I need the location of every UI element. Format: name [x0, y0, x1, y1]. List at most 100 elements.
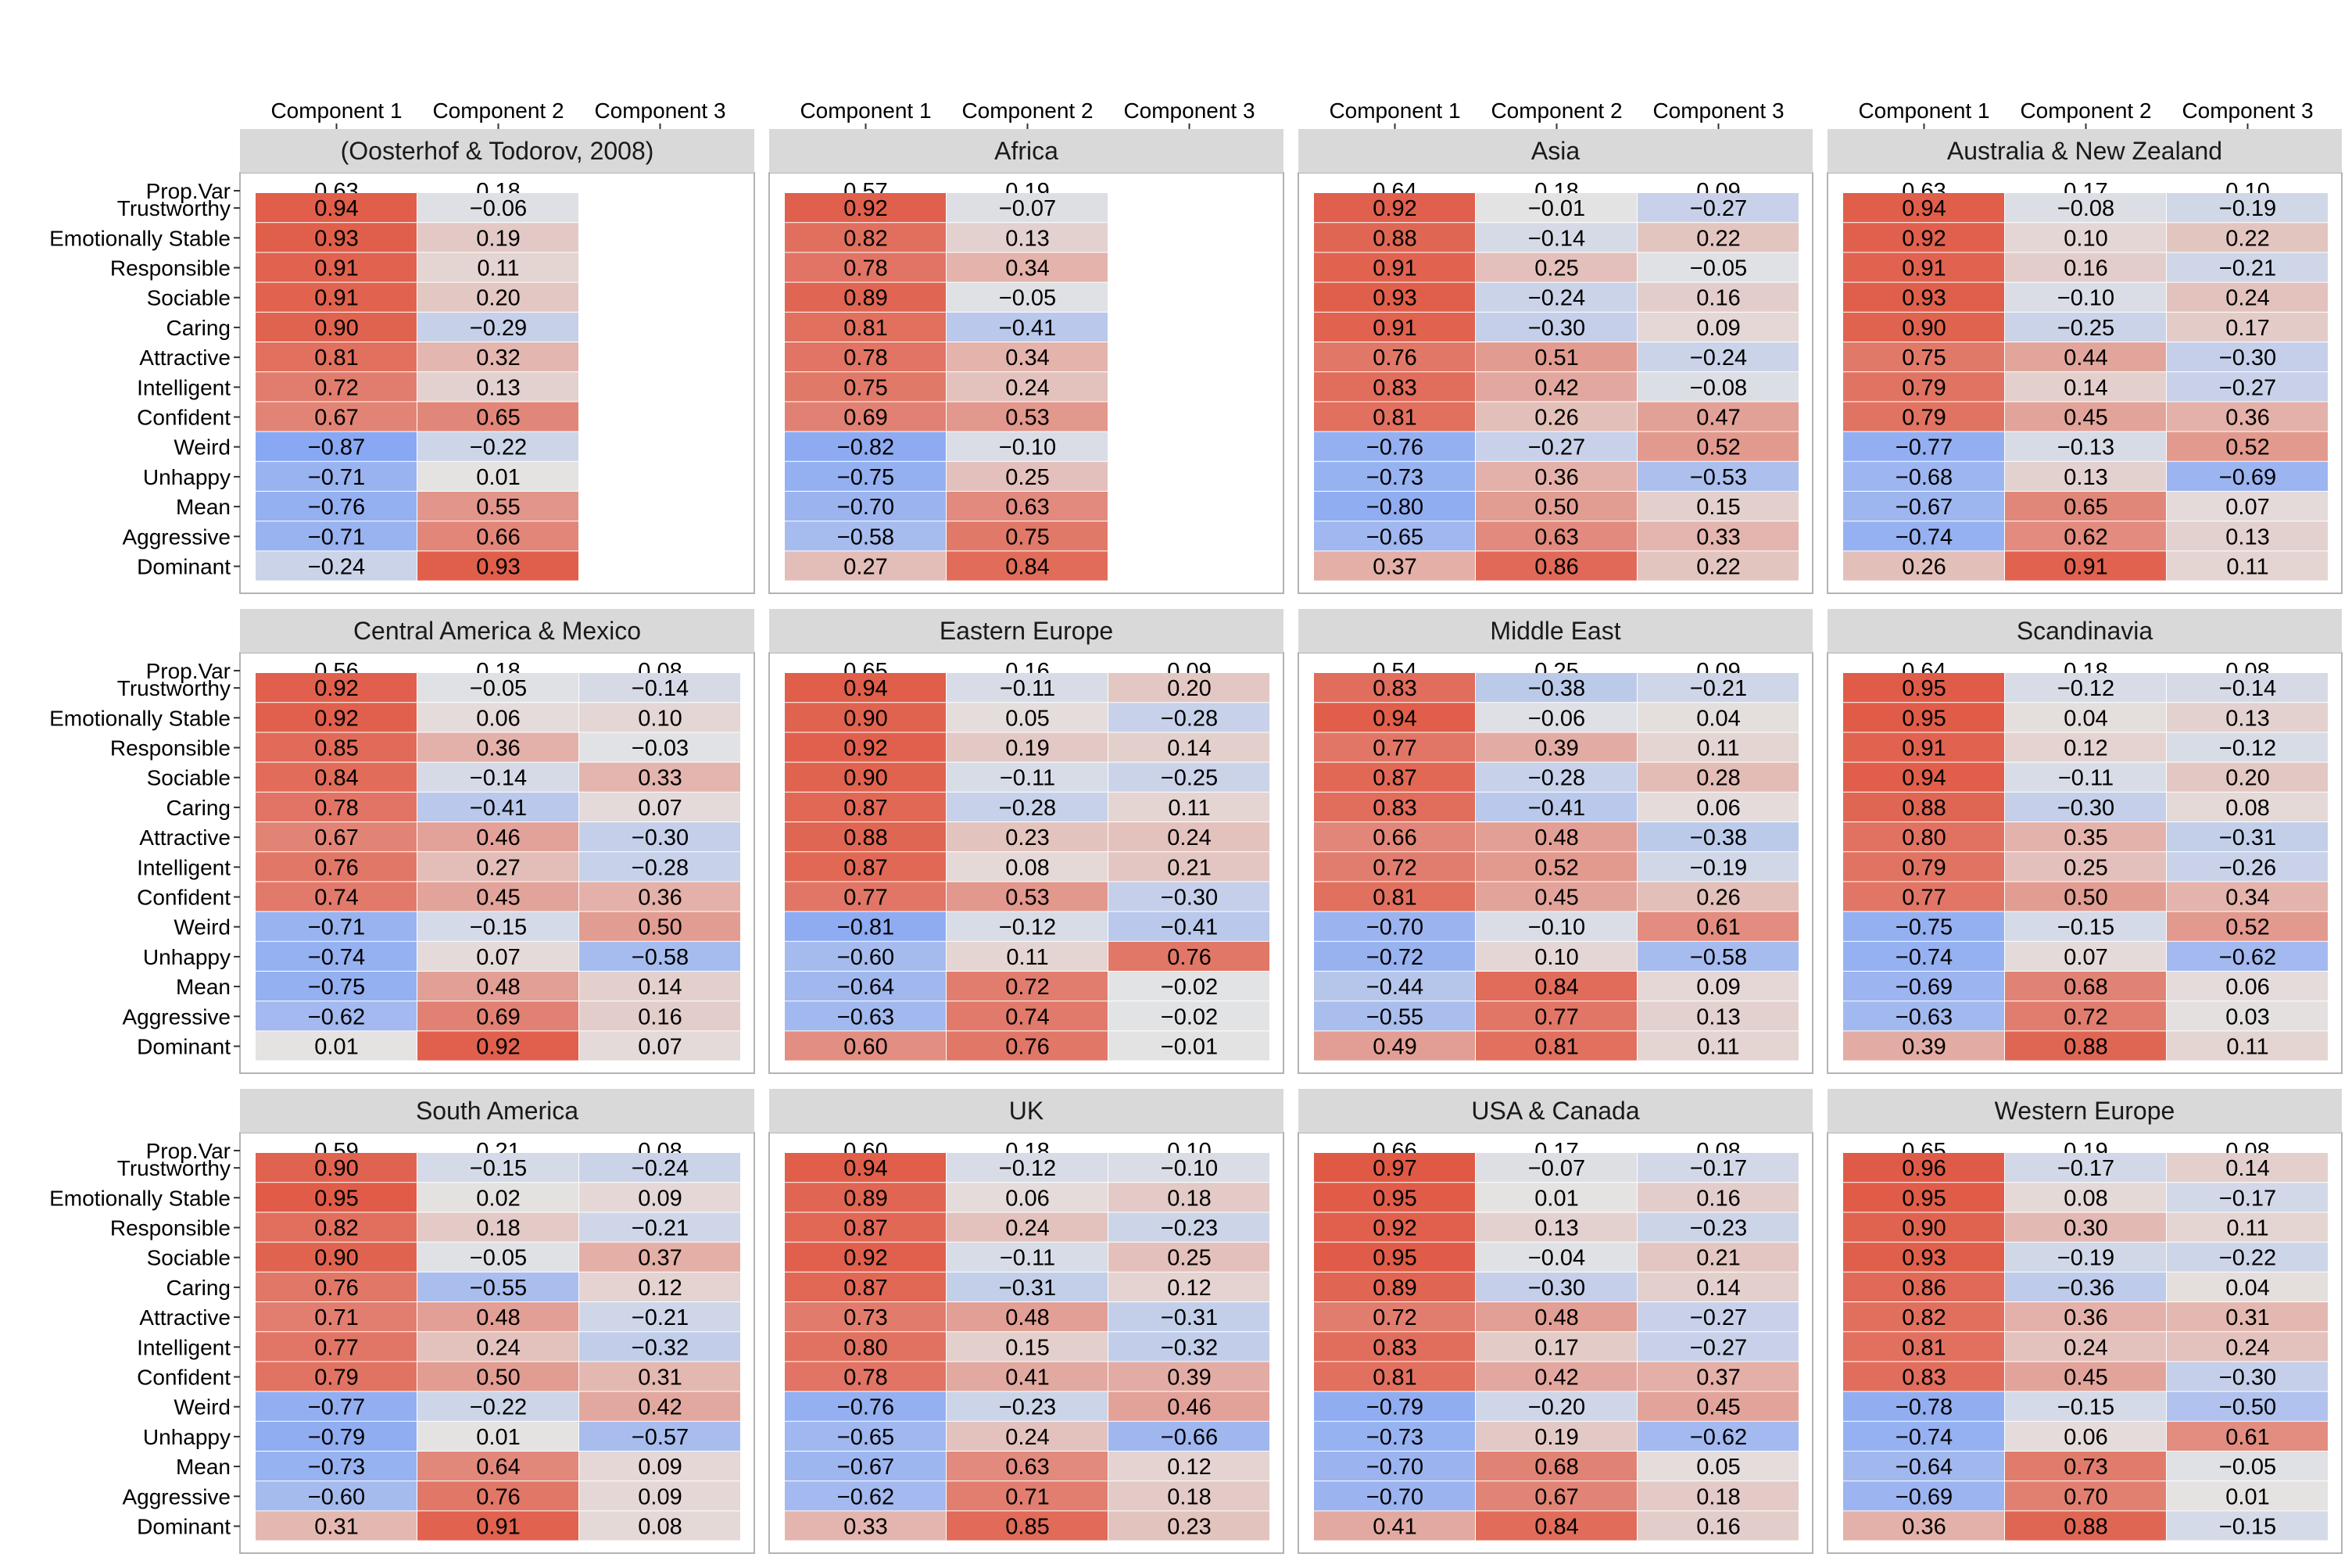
heatmap-cell — [1314, 1272, 1475, 1301]
heatmap-cell — [417, 402, 578, 431]
heatmap-cell — [417, 1511, 578, 1541]
cell-value-label: 0.11 — [1697, 1035, 1739, 1060]
cell-value-label: 0.92 — [843, 736, 887, 761]
heatmap-cell — [947, 223, 1108, 252]
heatmap-cell — [1476, 492, 1637, 521]
cell-value-label: 0.13 — [1696, 1004, 1740, 1029]
cell-value-label: −0.32 — [1161, 1335, 1218, 1360]
row-label: Weird — [174, 915, 231, 940]
cell-value-label: 0.76 — [314, 1276, 358, 1301]
cell-value-label: 0.31 — [314, 1515, 358, 1540]
cell-value-label: 0.31 — [2225, 1305, 2269, 1330]
heatmap-cell — [1476, 1031, 1637, 1061]
cell-value-label: −0.25 — [1161, 766, 1218, 791]
row-label: Responsible — [110, 256, 231, 281]
heatmap-cell — [2167, 1302, 2328, 1332]
facet-strip — [769, 1089, 1283, 1133]
cell-value-label: 0.88 — [843, 825, 887, 850]
cell-value-label: −0.74 — [1896, 945, 1953, 970]
cell-value-label: −0.12 — [2219, 736, 2276, 761]
heatmap-cell — [2167, 223, 2328, 252]
cell-value-label: −0.70 — [837, 495, 894, 520]
row-label: Unhappy — [143, 1425, 231, 1449]
cell-value-label: 0.06 — [476, 706, 520, 731]
heatmap-cell — [785, 312, 946, 342]
heatmap-cell — [579, 1031, 740, 1061]
heatmap-cell — [785, 431, 946, 461]
heatmap-cell — [2167, 911, 2328, 941]
facet-title: (Oosterhof & Todorov, 2008) — [341, 137, 654, 165]
cell-value-label: 0.61 — [1696, 915, 1740, 940]
top-axis: Component 1 Component 2 Component 3 Compone… — [270, 98, 2314, 129]
heatmap-cell — [256, 461, 417, 491]
heatmap-cell — [1843, 1421, 2004, 1451]
cell-value-label: 0.74 — [314, 886, 358, 911]
cell-value-label: −0.12 — [999, 1156, 1056, 1181]
row-label: Attractive — [139, 345, 231, 370]
cell-value-label: 0.32 — [476, 345, 520, 371]
row-label: Emotionally Stable — [49, 226, 231, 250]
heatmap-cell — [1638, 312, 1799, 342]
heatmap-cell — [1638, 461, 1799, 491]
cell-value-label: −0.70 — [1366, 1455, 1423, 1480]
cell-value-label: −0.74 — [1896, 1425, 1953, 1450]
cell-value-label: 0.81 — [1373, 406, 1416, 431]
cell-value-label: 0.07 — [2064, 945, 2107, 970]
heatmap-cell — [947, 703, 1108, 732]
row-label: Emotionally Stable — [49, 1186, 231, 1210]
cell-value-label: 0.45 — [1534, 886, 1578, 911]
cell-value-label: 0.06 — [1696, 796, 1740, 821]
cell-value-label: −0.23 — [999, 1395, 1056, 1420]
heatmap-cell — [2167, 1153, 2328, 1183]
heatmap-cell — [417, 492, 578, 521]
heatmap-cell — [785, 492, 946, 521]
cell-value-label: 0.92 — [314, 676, 358, 701]
component-axis-label: Component 3 — [1652, 98, 1784, 123]
cell-value-label: 0.94 — [1902, 196, 1946, 221]
cell-value-label: 0.92 — [314, 706, 358, 731]
cell-value-label: 0.71 — [314, 1305, 358, 1330]
cell-value-label: 0.01 — [1534, 1186, 1578, 1211]
heatmap-cell — [417, 1001, 578, 1031]
heatmap-cell — [256, 492, 417, 521]
cell-value-label: −0.24 — [1690, 345, 1747, 371]
heatmap-cell — [1476, 1362, 1637, 1391]
cell-value-label: −0.55 — [470, 1276, 527, 1301]
cell-value-label: −0.58 — [632, 945, 689, 970]
heatmap-cell — [1314, 193, 1475, 223]
heatmap-cell — [1638, 972, 1799, 1001]
heatmap-cell — [1314, 941, 1475, 971]
cell-value-label: 0.80 — [1902, 825, 1946, 850]
cell-value-label: −0.21 — [632, 1305, 689, 1330]
heatmap-cell — [1476, 1511, 1637, 1541]
cell-value-label: −0.60 — [837, 945, 894, 970]
heatmap-cell — [256, 252, 417, 282]
heatmap-cell — [1476, 431, 1637, 461]
cell-value-label: 0.48 — [1005, 1305, 1049, 1330]
heatmap-cell — [1314, 282, 1475, 312]
row-label: Sociable — [147, 1246, 231, 1270]
heatmap-cell — [1314, 1031, 1475, 1061]
cell-value-label: 0.90 — [1902, 1216, 1946, 1241]
cell-value-label: 0.53 — [1005, 886, 1049, 911]
cell-value-label: −0.30 — [1528, 316, 1585, 341]
heatmap-cell — [1476, 252, 1637, 282]
heatmap-cell — [947, 1183, 1108, 1212]
heatmap-cell — [1314, 1212, 1475, 1242]
cell-value-label: −0.06 — [470, 196, 527, 221]
heatmap-cell — [1638, 223, 1799, 252]
cell-value-label: 0.07 — [476, 945, 520, 970]
cell-value-label: −0.30 — [2219, 345, 2276, 371]
heatmap-cell — [2167, 1332, 2328, 1362]
heatmap-cell — [1476, 193, 1637, 223]
cell-value-label: 0.84 — [314, 766, 358, 791]
heatmap-cell — [1476, 551, 1637, 581]
cell-value-label: 0.20 — [2225, 766, 2269, 791]
heatmap-cell — [947, 521, 1108, 551]
cell-value-label: 0.05 — [1005, 706, 1049, 731]
heatmap-cell — [2167, 852, 2328, 882]
